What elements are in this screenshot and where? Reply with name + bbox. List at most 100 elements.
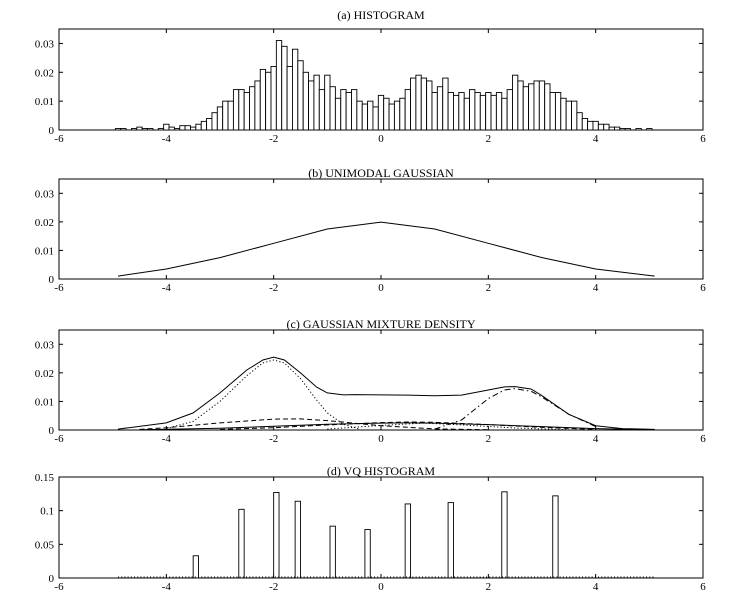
panel-a-bar [184,125,191,131]
panel-a-bar [495,92,503,131]
panel-b-ytick-label: 0.02 [35,217,54,229]
panel-a-bar [249,86,256,131]
panel-a-bar [377,94,385,131]
panel-a-bar [383,97,390,131]
panel-a-bar [275,40,283,131]
panel-a-bar [292,48,299,131]
panel-a-bar [474,92,481,131]
panel-a-bar [136,126,143,131]
panel-a-bar [554,92,562,131]
panel-a-ytick-label: 0.03 [35,38,55,50]
panel-a-bar [522,86,530,131]
panel-d-ytick-label: 0.1 [40,506,54,518]
panel-d-xtick-label: 4 [593,581,599,593]
panel-a-bar [329,86,336,131]
panel-a-bar [372,106,379,131]
panel-a-bar [614,126,621,131]
panel-a-bar [533,80,540,131]
panel-c-xtick-label: -4 [162,433,172,445]
panel-c-xtick-label: -2 [269,433,278,445]
panel-a-bar [345,92,352,131]
panel-a-bar [308,80,315,131]
panel-c-series-line-1 [166,359,360,430]
panel-a-bar [442,77,449,131]
panel-a-bar [635,128,642,131]
panel-a-bar [367,100,374,131]
panel-a-bar [313,74,320,131]
panel-d-bar [447,502,454,579]
panel-a-xtick-label: -2 [269,133,278,145]
panel-a-bar [469,89,476,131]
panel-a-bar [318,89,326,131]
panel-a-ytick-label: 0.01 [35,96,54,108]
panel-a-bar [270,66,277,131]
panel-a-bar [281,45,288,131]
panel-c-ytick-label: 0.02 [35,368,54,380]
panel-d-bar [238,508,245,579]
panel-a-bar [538,80,546,131]
panel-a-bar [195,123,202,131]
panel-b-ytick-label: 0.01 [35,245,54,257]
panel-a-bar [243,92,250,131]
panel-c-gaussian-mixture-density: (c) GAUSSIAN MIXTURE DENSITY -6 -4 -2 0 2 4 6 0… [35,317,707,445]
panel-b-xtick-label: -6 [54,282,64,294]
panel-c-xtick-label: 0 [378,433,384,445]
panel-a-bar [393,100,401,131]
panel-a-bar [340,89,347,131]
panel-b-unimodal-gaussian: (b) UNIMODAL GAUSSIAN -6 -4 -2 0 2 4 6 0 0.01 0.0… [35,166,707,294]
panel-a-bar [324,74,331,131]
panel-a-bar [501,97,508,131]
panel-a-ytick-label: 0.02 [35,67,54,79]
panel-a-bar [190,126,197,131]
panel-d-bar [501,491,508,579]
panel-a-ytick-label: 0 [49,125,55,137]
panel-d-ytick-label: 0 [49,573,55,585]
panel-b-xtick-label: 0 [378,282,384,294]
panel-a-bar [141,128,149,131]
panel-a-bar [179,125,186,131]
panel-d-xtick-label: -6 [54,581,64,593]
panel-a-bar [587,120,594,131]
panel-a-bar [410,77,417,131]
panel-d-xtick-label: -2 [269,581,278,593]
panel-a-bar [163,123,170,131]
panel-a-bar [157,128,165,131]
panel-a-bar [608,126,615,131]
panel-a-bar [356,100,363,131]
panel-c-series-line-6 [327,422,569,431]
panel-a-bar [506,89,513,131]
panel-a-title: (a) HISTOGRAM [337,8,425,22]
panel-c-xtick-label: 4 [593,433,599,445]
panel-b-axes-frame [58,178,704,280]
panel-a-bar [232,89,240,131]
panel-b-ytick-label: 0 [49,274,55,286]
panel-a-bar [227,100,234,131]
panel-c-ytick-label: 0 [49,425,55,437]
panel-a-bar [404,89,411,131]
panel-a-bar [517,80,524,131]
panel-a-bar [222,100,229,131]
panel-a-bar [130,128,138,131]
panel-d-ytick-label: 0.05 [35,539,55,551]
panel-a-bar [286,66,293,131]
panel-d-xtick-label: -4 [162,581,172,593]
panel-d-xtick-label: 6 [700,581,706,593]
panel-a-bar [254,80,261,131]
panel-a-bar [120,128,127,131]
panel-a-bar [334,97,342,131]
panel-d-vq-histogram: (d) VQ HISTOGRAM -6 -4 -2 0 2 4 6 0 0.05 0.1 0.15 [35,464,707,593]
panel-c-xtick-label: 2 [486,433,492,445]
panel-a-bar [453,94,460,131]
panel-a-bar [619,128,626,131]
panel-d-bar [329,525,336,579]
panel-b-title: (b) UNIMODAL GAUSSIAN [308,166,454,180]
panel-a-bar [415,74,422,131]
panel-c-axes-frame [58,329,704,431]
panel-a-bar [200,120,208,131]
panel-a-bar [581,118,589,131]
panel-c-series-line-5 [139,422,650,431]
panel-d-bar [404,503,411,579]
panel-a-bar [485,92,492,131]
panel-a-bar [512,74,519,131]
panel-a-bar [238,89,245,131]
